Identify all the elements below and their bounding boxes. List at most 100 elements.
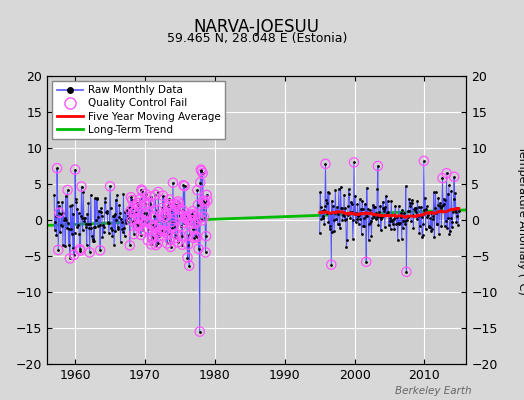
Point <box>426 215 434 221</box>
Point <box>329 202 337 209</box>
Point <box>135 222 144 228</box>
Point <box>374 163 382 169</box>
Point <box>127 194 135 200</box>
Point <box>167 207 176 214</box>
Point <box>199 170 207 176</box>
Point <box>142 219 150 225</box>
Point <box>193 187 202 193</box>
Point <box>129 210 137 216</box>
Point <box>161 213 170 219</box>
Point <box>133 223 141 229</box>
Point <box>188 211 196 218</box>
Point <box>162 213 171 219</box>
Point <box>63 225 71 232</box>
Point <box>394 220 402 227</box>
Point <box>120 225 128 232</box>
Point <box>192 219 200 226</box>
Point <box>58 223 66 230</box>
Point <box>319 215 328 222</box>
Point <box>123 206 131 213</box>
Point <box>443 225 451 232</box>
Point <box>320 207 328 213</box>
Point <box>93 195 102 202</box>
Point <box>160 228 169 234</box>
Point <box>327 262 335 268</box>
Point <box>84 220 92 227</box>
Point <box>57 211 66 217</box>
Point <box>130 231 138 237</box>
Point <box>386 218 394 224</box>
Point <box>102 210 111 217</box>
Point <box>165 201 173 208</box>
Point <box>356 196 364 202</box>
Point <box>374 163 382 169</box>
Point <box>125 214 134 221</box>
Point <box>180 220 188 226</box>
Point <box>121 209 129 215</box>
Point <box>193 187 202 193</box>
Point <box>411 206 419 213</box>
Point <box>143 212 151 219</box>
Point <box>131 209 139 215</box>
Point <box>372 216 380 223</box>
Point <box>151 223 159 230</box>
Point <box>141 191 150 197</box>
Point <box>193 234 201 241</box>
Point <box>174 200 183 207</box>
Point <box>195 328 204 335</box>
Point <box>195 216 203 222</box>
Point <box>327 262 335 268</box>
Point <box>368 201 377 208</box>
Point <box>169 180 177 186</box>
Point <box>172 202 181 208</box>
Point <box>52 212 60 219</box>
Point <box>172 232 180 238</box>
Point <box>79 227 87 234</box>
Point <box>126 242 134 248</box>
Point <box>409 211 417 218</box>
Point <box>158 228 167 234</box>
Point <box>111 211 119 218</box>
Point <box>363 213 372 220</box>
Point <box>180 183 189 189</box>
Point <box>147 241 156 248</box>
Point <box>96 247 104 254</box>
Point <box>191 220 199 227</box>
Point <box>438 203 446 210</box>
Point <box>184 242 192 248</box>
Point <box>132 206 140 212</box>
Point <box>336 184 345 190</box>
Point <box>202 192 211 198</box>
Point <box>167 244 175 250</box>
Point <box>164 203 172 210</box>
Point <box>160 228 168 234</box>
Point <box>200 214 208 220</box>
Point <box>131 209 139 215</box>
Point <box>85 249 94 256</box>
Point <box>76 248 84 254</box>
Point <box>166 237 174 243</box>
Point <box>151 192 160 198</box>
Point <box>188 211 196 218</box>
Point <box>167 207 176 214</box>
Point <box>435 203 444 210</box>
Point <box>394 236 402 243</box>
Point <box>134 215 143 221</box>
Point <box>201 249 210 256</box>
Point <box>99 234 107 240</box>
Legend: Raw Monthly Data, Quality Control Fail, Five Year Moving Average, Long-Term Tren: Raw Monthly Data, Quality Control Fail, … <box>52 81 225 139</box>
Point <box>366 207 374 213</box>
Point <box>405 207 413 214</box>
Point <box>200 198 209 205</box>
Point <box>429 213 438 220</box>
Point <box>341 217 349 223</box>
Point <box>344 203 352 210</box>
Point <box>139 227 147 234</box>
Point <box>416 223 424 230</box>
Point <box>54 247 62 253</box>
Point <box>173 202 181 208</box>
Point <box>95 222 104 228</box>
Point <box>189 208 197 214</box>
Point <box>350 159 358 166</box>
Point <box>448 218 456 225</box>
